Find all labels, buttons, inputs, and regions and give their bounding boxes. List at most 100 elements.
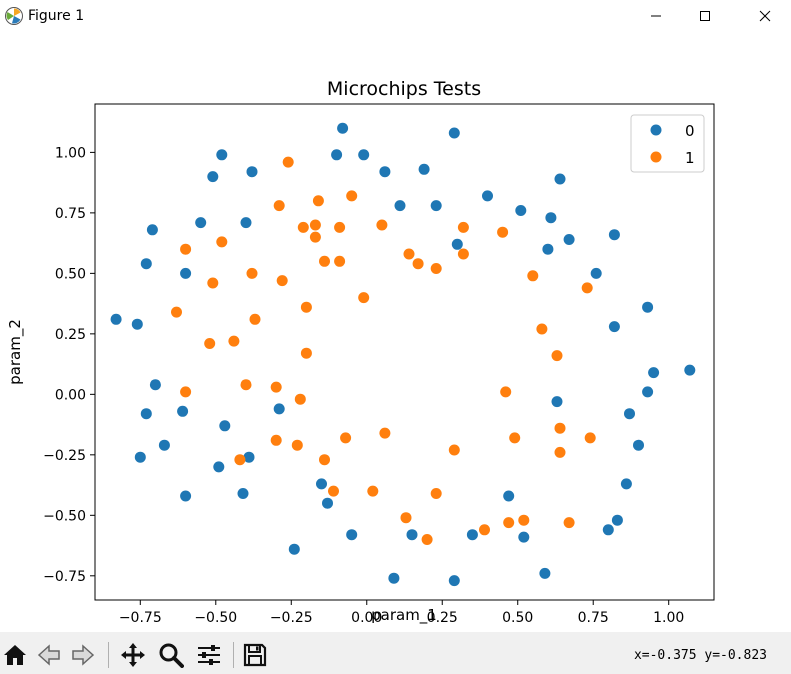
back-button[interactable] (34, 640, 64, 670)
point-class1-46 (379, 427, 391, 439)
point-class1-12 (204, 338, 216, 349)
point-class1-18 (319, 255, 330, 267)
point-class1-44 (400, 512, 412, 524)
point-class0-9 (180, 490, 192, 502)
minimize-icon (651, 15, 661, 17)
point-class0-25 (331, 149, 343, 161)
point-class0-2 (140, 258, 152, 270)
save-button[interactable] (240, 640, 270, 670)
point-class1-33 (554, 446, 566, 458)
legend-marker-1 (650, 151, 662, 163)
back-icon (37, 644, 60, 666)
point-class1-38 (479, 524, 490, 536)
point-class1-26 (457, 248, 469, 260)
x-tick-label: −0.75 (119, 610, 162, 626)
point-class1-2 (297, 221, 309, 233)
point-class1-21 (376, 219, 388, 231)
point-class1-37 (503, 517, 515, 529)
zoom-button[interactable] (156, 640, 186, 670)
pan-button[interactable] (118, 640, 148, 670)
point-class0-33 (482, 190, 493, 202)
point-class1-3 (309, 219, 321, 231)
point-class1-49 (319, 454, 330, 466)
pan-icon (121, 643, 145, 667)
app-icon (5, 7, 23, 25)
minimize-button[interactable] (633, 0, 679, 32)
point-class0-16 (219, 420, 231, 432)
point-class0-57 (406, 529, 418, 541)
forward-button[interactable] (68, 640, 98, 670)
point-class1-27 (497, 226, 509, 238)
toolbar-separator (233, 642, 234, 668)
point-class0-12 (207, 171, 219, 183)
y-tick-label: 0.50 (55, 266, 86, 282)
point-class0-56 (448, 575, 460, 587)
point-class0-8 (177, 405, 189, 417)
point-class0-15 (246, 166, 258, 178)
point-class0-22 (316, 478, 327, 490)
chart-title: Microchips Tests (327, 78, 481, 100)
point-class1-25 (457, 221, 469, 233)
point-class0-47 (624, 408, 635, 420)
point-class1-5 (309, 231, 321, 243)
maximize-icon (700, 11, 710, 21)
point-class0-41 (642, 301, 654, 313)
point-class1-14 (246, 267, 258, 279)
home-button[interactable] (0, 640, 30, 670)
point-class0-50 (611, 514, 623, 526)
point-class1-15 (249, 313, 261, 325)
close-icon (759, 10, 771, 22)
point-class0-14 (240, 217, 252, 229)
point-class0-48 (633, 439, 644, 451)
point-class1-28 (527, 270, 539, 282)
y-tick-label: −0.25 (43, 448, 86, 464)
point-class0-53 (518, 531, 530, 543)
toolbar-separator (108, 642, 109, 668)
point-class0-0 (110, 313, 122, 325)
point-class0-59 (346, 529, 358, 541)
point-class0-46 (551, 396, 563, 408)
point-class1-57 (180, 386, 192, 398)
point-class1-13 (228, 335, 240, 347)
point-class1-48 (328, 485, 339, 497)
x-tick-label: 0.25 (427, 610, 458, 626)
point-class1-22 (403, 248, 415, 260)
window-title: Figure 1 (28, 8, 85, 24)
point-class1-32 (554, 422, 566, 434)
scatter-chart: −0.75 −0.50 −0.25 0.00 0.25 0.50 0.75 1.00 −0.75… (6, 78, 715, 626)
point-class1-11 (171, 306, 182, 318)
legend-label-1: 1 (685, 149, 695, 167)
configure-subplots-button[interactable] (194, 640, 224, 670)
point-class1-53 (270, 381, 282, 393)
point-class0-44 (642, 386, 654, 398)
point-class0-11 (195, 217, 207, 229)
ticks-layer: −0.75 −0.50 −0.25 0.00 0.25 0.50 0.75 1.00 −0.75… (43, 145, 684, 626)
close-button[interactable] (742, 0, 788, 32)
maximize-button[interactable] (682, 0, 728, 32)
figure-canvas[interactable]: −0.75 −0.50 −0.25 0.00 0.25 0.50 0.75 1.00 −0.75… (0, 32, 791, 632)
point-class0-43 (648, 367, 660, 379)
point-class1-34 (584, 432, 596, 444)
point-class1-7 (346, 190, 358, 202)
point-class1-41 (448, 444, 460, 456)
point-class0-29 (418, 163, 430, 175)
point-class1-35 (563, 517, 575, 529)
point-class0-13 (216, 149, 228, 161)
y-tick-label: 0.25 (55, 327, 86, 343)
point-class1-6 (334, 221, 346, 233)
point-class0-18 (237, 488, 249, 499)
legend-box (630, 114, 705, 173)
point-class0-38 (542, 243, 554, 255)
point-class0-5 (140, 408, 152, 420)
point-class0-28 (394, 200, 406, 212)
point-class1-51 (294, 393, 306, 405)
y-tick-label: −0.75 (43, 569, 86, 585)
point-class1-43 (421, 534, 433, 545)
point-class1-24 (430, 263, 442, 274)
point-class0-17 (213, 461, 225, 473)
point-class0-39 (590, 267, 602, 279)
point-class1-45 (367, 485, 379, 497)
y-tick-label: 0.75 (55, 206, 86, 222)
point-class1-19 (334, 255, 346, 267)
point-class1-42 (430, 488, 442, 499)
